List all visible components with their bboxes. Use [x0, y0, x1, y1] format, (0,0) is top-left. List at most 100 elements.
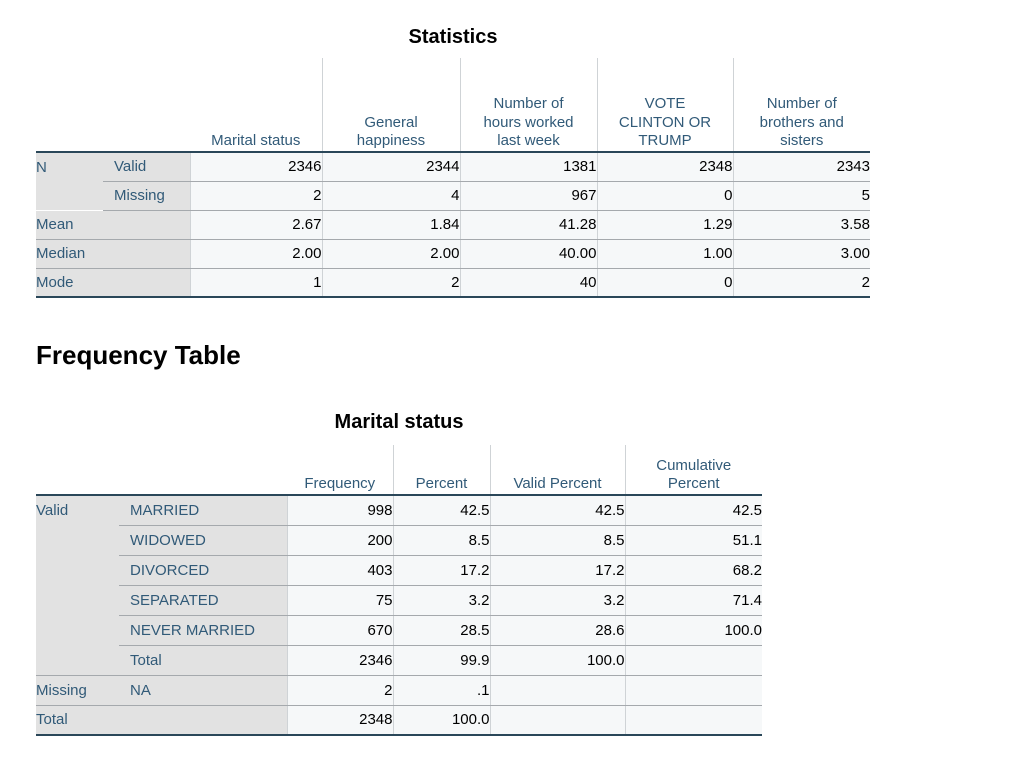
freq-value: 42.5 [392, 495, 490, 526]
column-header-valid-percent: Valid Percent [489, 445, 625, 496]
stats-row-missing: Missing 2 4 967 0 5 [36, 181, 870, 211]
row-label-n: N [36, 152, 103, 210]
freq-row-valid-total: Total 2346 99.9 100.0 [36, 645, 762, 676]
freq-row-missing-na: Missing NA 2 .1 [36, 675, 762, 706]
stats-row-mean: Mean 2.67 1.84 41.28 1.29 3.58 [36, 210, 870, 240]
stat-value: 3.00 [732, 239, 870, 269]
stat-value: 2 [189, 181, 322, 211]
freq-value: 8.5 [392, 525, 490, 556]
freq-value: 100.0 [624, 615, 762, 646]
column-header-label: Frequency [304, 475, 376, 493]
freq-value: 2 [286, 675, 393, 706]
freq-row-grand-total: Total 2348 100.0 [36, 705, 762, 736]
group-label-missing: Missing [36, 675, 119, 706]
freq-value: 28.5 [392, 615, 490, 646]
stat-value: 2344 [321, 152, 460, 182]
category-label: WIDOWED [119, 525, 287, 556]
column-header-marital-status: Marital status [190, 58, 322, 153]
column-header-cumulative-percent: Cumulative Percent [624, 445, 762, 496]
column-header-general-happiness: General happiness [321, 58, 460, 153]
freq-value: 100.0 [392, 705, 490, 736]
freq-value: 2348 [286, 705, 393, 736]
freq-value: 75 [286, 585, 393, 616]
column-header-frequency: Frequency [287, 445, 393, 496]
stat-value: 2.67 [189, 210, 322, 240]
freq-value [624, 705, 762, 736]
stat-value: 1381 [459, 152, 597, 182]
stat-value: 1.84 [321, 210, 460, 240]
column-header-label: Cumulative Percent [656, 456, 732, 493]
column-header-siblings: Number of brothers and sisters [732, 58, 870, 153]
stat-value: 41.28 [459, 210, 597, 240]
frequency-header-row: Frequency Percent Valid Percent Cumulati… [36, 445, 762, 496]
column-header-label: VOTE CLINTON OR TRUMP [618, 94, 712, 150]
freq-value: 51.1 [624, 525, 762, 556]
statistics-header-row: Marital status General happiness Number … [36, 58, 870, 153]
freq-value: 28.6 [489, 615, 625, 646]
section-heading: Frequency Table [36, 340, 241, 370]
stat-value: 40 [459, 268, 597, 298]
freq-value: 200 [286, 525, 393, 556]
category-label: NEVER MARRIED [119, 615, 287, 646]
freq-value: 99.9 [392, 645, 490, 676]
category-label: Total [119, 645, 287, 676]
freq-value: 68.2 [624, 555, 762, 586]
row-label-mean: Mean [36, 210, 190, 240]
freq-value: 3.2 [392, 585, 490, 616]
freq-value: 100.0 [489, 645, 625, 676]
stat-value: 2 [732, 268, 870, 298]
stat-value: 5 [732, 181, 870, 211]
stat-value: 2.00 [321, 239, 460, 269]
column-header-vote: VOTE CLINTON OR TRUMP [596, 58, 733, 153]
statistics-table[interactable]: Marital status General happiness Number … [36, 58, 870, 298]
row-label-mode: Mode [36, 268, 190, 298]
freq-value: 670 [286, 615, 393, 646]
freq-value [624, 675, 762, 706]
group-label-valid: Valid [36, 495, 119, 676]
freq-value [489, 675, 625, 706]
freq-row-separated: SEPARATED 75 3.2 3.2 71.4 [36, 585, 762, 616]
freq-value: 3.2 [489, 585, 625, 616]
stats-row-median: Median 2.00 2.00 40.00 1.00 3.00 [36, 239, 870, 269]
column-header-label: Number of hours worked last week [483, 94, 574, 150]
stat-value: 2346 [189, 152, 322, 182]
column-header-percent: Percent [392, 445, 490, 496]
stat-value: 1 [189, 268, 322, 298]
frequency-table[interactable]: Frequency Percent Valid Percent Cumulati… [36, 445, 762, 736]
column-header-label: Number of brothers and sisters [759, 94, 844, 150]
corner-cell [36, 58, 190, 153]
row-label-median: Median [36, 239, 190, 269]
freq-value: 2346 [286, 645, 393, 676]
stat-value: 1.00 [596, 239, 733, 269]
stat-value: 2 [321, 268, 460, 298]
stat-value: 967 [459, 181, 597, 211]
freq-row-married: Valid MARRIED 998 42.5 42.5 42.5 [36, 495, 762, 676]
freq-row-never-married: NEVER MARRIED 670 28.5 28.6 100.0 [36, 615, 762, 646]
stat-value: 0 [596, 181, 733, 211]
row-sublabel-valid: Valid [103, 152, 190, 182]
column-header-label: Valid Percent [513, 475, 602, 493]
group-label-total: Total [36, 705, 287, 736]
freq-value: 42.5 [624, 495, 762, 526]
statistics-table-title: Statistics [408, 26, 498, 48]
column-header-label: Marital status [211, 132, 301, 150]
freq-value: 71.4 [624, 585, 762, 616]
row-sublabel-missing: Missing [103, 181, 190, 211]
stat-value: 1.29 [596, 210, 733, 240]
freq-value: 403 [286, 555, 393, 586]
stat-value: 2.00 [189, 239, 322, 269]
freq-value [624, 645, 762, 676]
freq-value: 998 [286, 495, 393, 526]
freq-value [489, 705, 625, 736]
freq-value: 8.5 [489, 525, 625, 556]
corner-cell [36, 445, 287, 496]
freq-row-widowed: WIDOWED 200 8.5 8.5 51.1 [36, 525, 762, 556]
category-label: DIVORCED [119, 555, 287, 586]
stats-row-valid: N Valid 2346 2344 1381 2348 2343 [36, 152, 870, 210]
freq-value: 17.2 [392, 555, 490, 586]
freq-row-divorced: DIVORCED 403 17.2 17.2 68.2 [36, 555, 762, 586]
stat-value: 0 [596, 268, 733, 298]
category-label: NA [119, 675, 287, 706]
freq-value: 42.5 [489, 495, 625, 526]
